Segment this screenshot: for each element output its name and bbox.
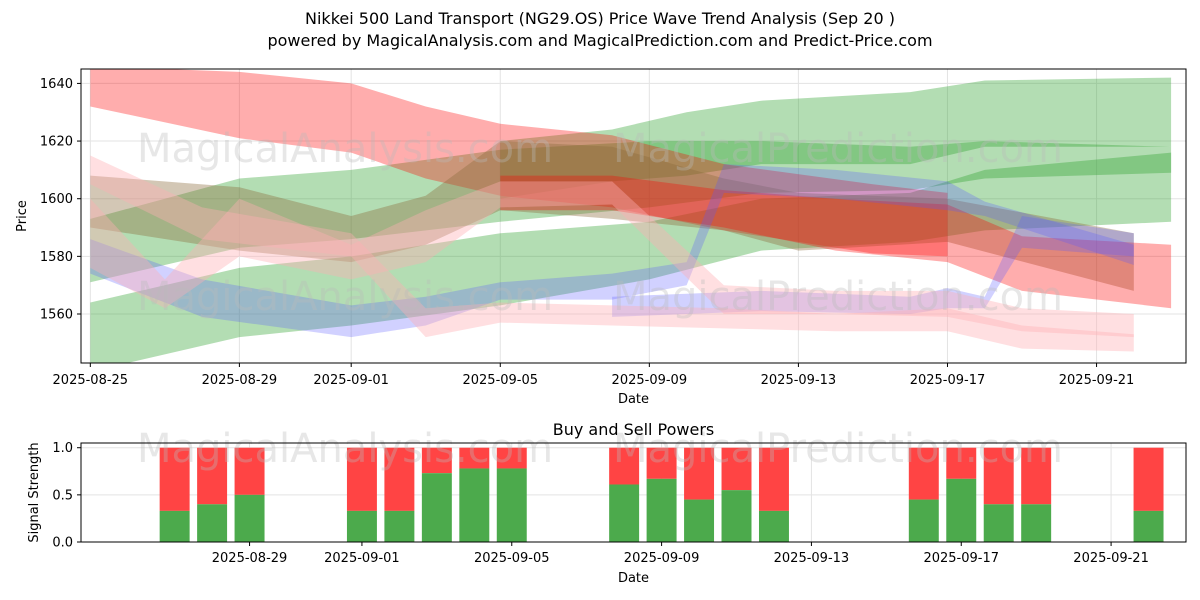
wave-band-green-1 [90,141,1172,283]
wave-band-pink-9 [90,155,1134,352]
watermark-text: MagicalPrediction.com [613,274,1063,320]
buy-power-bar [758,510,789,542]
buy-power-bar [346,510,377,542]
sell-power-bar [1021,447,1052,505]
wave-band-pink-10 [90,181,1134,338]
x-tick-label: 2025-09-05 [474,551,550,566]
buy-power-bar [1133,510,1164,542]
x-tick-label: 2025-09-09 [612,373,688,388]
buy-power-bar [684,499,715,542]
sell-power-bar [197,447,228,505]
wave-band-blue-8 [612,216,1134,317]
y-tick-label: 1640 [40,77,73,92]
x-tick-label: 2025-09-13 [774,551,850,566]
wave-band-green-3 [500,77,1172,199]
x-tick-label: 2025-08-25 [53,373,129,388]
x-tick-label: 2025-09-21 [1073,551,1149,566]
chart-subtitle: powered by MagicalAnalysis.com and Magic… [267,31,933,50]
buy-power-bar [197,504,228,542]
buy-power-bar [1021,504,1052,542]
wave-band-brown-5 [90,141,1134,291]
buy-power-bar [421,473,452,542]
x-tick-label: 2025-09-17 [910,373,986,388]
x-axis-label: Date [618,571,649,586]
x-tick-label: 2025-09-01 [313,373,389,388]
sell-power-bar [459,447,490,469]
x-tick-label: 2025-08-29 [202,373,278,388]
x-tick-label: 2025-08-29 [212,551,288,566]
sell-power-bar [384,447,415,511]
y-tick-label: 1580 [40,250,73,265]
signal-chart-title: Buy and Sell Powers [553,420,715,439]
sell-power-bar [946,447,977,479]
sell-power-bar [646,447,677,479]
x-tick-label: 2025-09-01 [324,551,400,566]
buy-power-bar [983,504,1014,542]
watermark-text: MagicalAnalysis.com [137,126,553,172]
buy-power-bar [384,510,415,542]
x-axis-label: Date [618,392,649,407]
buy-power-bar [159,510,190,542]
y-axis-label: Signal Strength [27,442,42,542]
sell-power-bar [684,447,715,500]
wave-band-green-2 [90,152,1172,363]
sell-power-bar [609,447,640,485]
x-tick-label: 2025-09-13 [761,373,837,388]
sell-power-bar [496,447,527,469]
wave-band-red-6 [500,175,1172,309]
x-tick-label: 2025-09-17 [923,551,999,566]
x-tick-label: 2025-09-21 [1059,373,1135,388]
y-axis-label: Price [15,200,30,232]
chart-title: Nikkei 500 Land Transport (NG29.OS) Pric… [305,9,895,28]
watermark-text: MagicalPrediction.com [613,426,1063,472]
buy-power-bar [646,478,677,542]
y-tick-label: 1560 [40,308,73,323]
watermark-text: MagicalAnalysis.com [137,274,553,320]
y-tick-label: 1620 [40,135,73,150]
sell-power-bar [234,447,265,495]
sell-power-bar [758,447,789,511]
x-tick-label: 2025-09-05 [462,373,538,388]
sell-power-bar [983,447,1014,505]
y-tick-label: 0.0 [52,536,73,551]
sell-power-bar [721,447,752,491]
y-tick-label: 0.5 [52,488,73,503]
price-plot-frame [80,68,1187,364]
watermark-text: MagicalPrediction.com [613,126,1063,172]
y-tick-label: 1.0 [52,441,73,456]
buy-power-bar [496,468,527,542]
buy-power-bar [609,484,640,542]
y-tick-label: 1600 [40,192,73,207]
sell-power-bar [421,447,452,474]
buy-power-bar [234,494,265,542]
sell-power-bar [159,447,190,511]
buy-power-bar [459,468,490,542]
buy-power-bar [721,490,752,542]
buy-power-bar [908,499,939,542]
watermark-text: MagicalAnalysis.com [137,426,553,472]
sell-power-bar [1133,447,1164,511]
sell-power-bar [908,447,939,500]
wave-band-red-4 [90,69,948,257]
sell-power-bar [346,447,377,511]
buy-power-bar [946,478,977,542]
x-tick-label: 2025-09-09 [624,551,700,566]
signal-plot-frame [80,442,1187,543]
